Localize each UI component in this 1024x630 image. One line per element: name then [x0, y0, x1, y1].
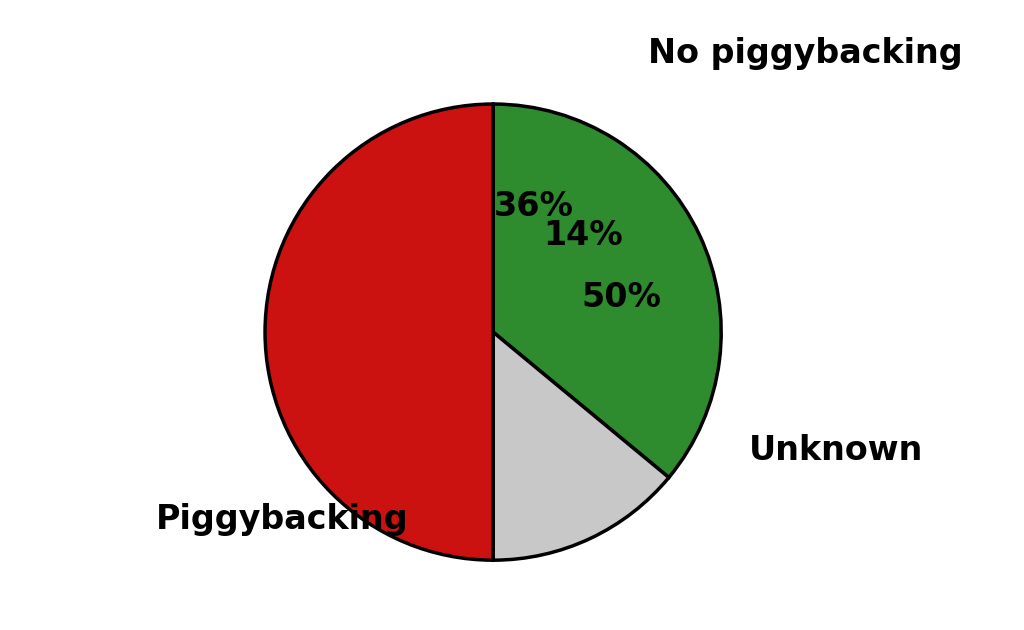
- Text: Piggybacking: Piggybacking: [156, 503, 409, 536]
- Text: 36%: 36%: [494, 190, 573, 223]
- Wedge shape: [494, 104, 721, 478]
- Wedge shape: [494, 332, 669, 560]
- Wedge shape: [265, 104, 494, 560]
- Text: 14%: 14%: [544, 219, 624, 252]
- Text: Unknown: Unknown: [749, 434, 923, 467]
- Text: 50%: 50%: [581, 282, 660, 314]
- Text: No piggybacking: No piggybacking: [648, 37, 963, 71]
